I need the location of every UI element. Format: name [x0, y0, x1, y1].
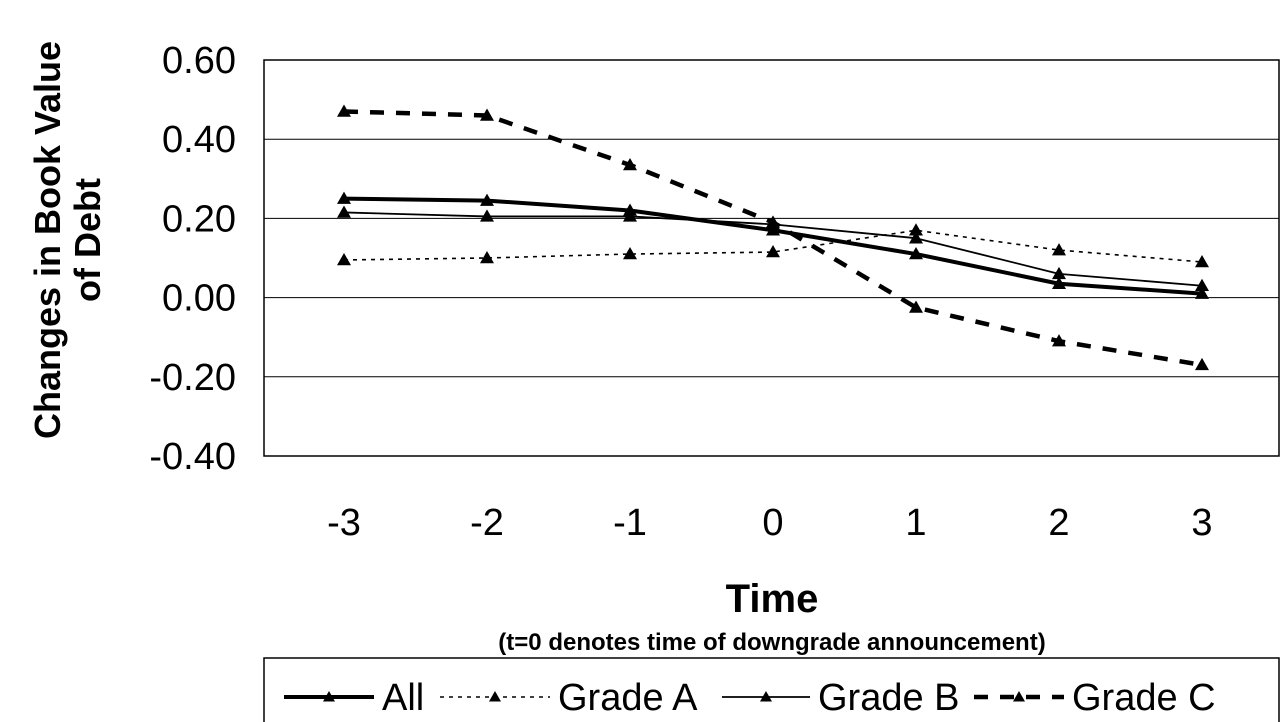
- series-grade-c: [337, 104, 1209, 371]
- data-point-marker: [337, 205, 351, 218]
- legend-marker: [1013, 691, 1025, 702]
- data-point-marker: [1052, 276, 1066, 289]
- data-point-marker: [1052, 266, 1066, 280]
- x-tick-label: 3: [1191, 502, 1212, 544]
- x-tick-label: -3: [327, 502, 361, 544]
- y-tick-label: -0.40: [149, 436, 236, 478]
- data-point-marker: [1195, 357, 1209, 371]
- y-tick-label: 0.60: [162, 40, 236, 82]
- data-point-marker: [1052, 243, 1066, 256]
- legend-entry: Grade C: [974, 677, 1216, 719]
- legend-entry: All: [284, 677, 424, 719]
- x-axis-title: Time: [726, 577, 819, 621]
- legend-marker: [760, 691, 772, 702]
- data-point-marker: [337, 104, 351, 117]
- x-tick-label: 0: [762, 502, 783, 544]
- data-point-marker: [480, 108, 494, 121]
- data-point-marker: [337, 191, 351, 204]
- legend-entry: Grade A: [440, 677, 698, 719]
- legend-label: Grade C: [1072, 677, 1216, 719]
- plot-area-frame: [263, 59, 1280, 457]
- data-point-marker: [909, 300, 923, 313]
- legend-frame: [263, 657, 1280, 722]
- legend: All Grade A Grade B Grade C: [263, 657, 1280, 722]
- y-tick-label: -0.20: [149, 357, 236, 399]
- y-tick-label: 0.00: [162, 278, 236, 320]
- data-point-marker: [766, 245, 780, 258]
- x-tick-label: 2: [1048, 502, 1069, 544]
- y-axis-title-line1: Changes in Book Value: [27, 41, 68, 439]
- y-tick-label: 0.40: [162, 119, 236, 161]
- data-point-marker: [623, 157, 637, 171]
- data-point-marker: [1052, 334, 1066, 347]
- data-point-marker: [909, 231, 923, 244]
- x-tick-label: -2: [470, 502, 504, 544]
- x-tick-labels: -3 -2 -1 0 1 2 3: [327, 502, 1212, 544]
- data-point-marker: [909, 247, 923, 260]
- y-tick-label: 0.20: [162, 198, 236, 240]
- legend-label: All: [382, 677, 424, 719]
- series-line: [343, 109, 1203, 368]
- data-point-marker: [337, 252, 351, 266]
- data-point-marker: [480, 251, 494, 264]
- x-tick-label: 1: [905, 502, 926, 544]
- legend-label: Grade B: [818, 677, 960, 719]
- series-grade-a: [337, 223, 1209, 268]
- data-point-marker: [1195, 278, 1209, 291]
- y-tick-labels: 0.60 0.40 0.20 0.00 -0.20 -0.40: [149, 40, 236, 478]
- data-point-marker: [1195, 254, 1209, 268]
- legend-entry: Grade B: [722, 677, 960, 719]
- data-point-marker: [766, 215, 780, 228]
- data-point-marker: [480, 209, 494, 222]
- data-point-marker: [623, 247, 637, 260]
- data-point-marker: [1195, 286, 1209, 299]
- y-axis-title: Changes in Book Value of Debt: [27, 41, 108, 439]
- x-axis-note: (t=0 denotes time of downgrade announcem…: [498, 629, 1045, 656]
- legend-marker: [489, 691, 501, 702]
- legend-marker: [323, 691, 335, 702]
- y-axis-title-line2: of Debt: [67, 178, 108, 302]
- data-point-marker: [909, 223, 923, 236]
- x-tick-label: -1: [613, 502, 647, 544]
- data-point-marker: [480, 193, 494, 206]
- data-point-marker: [623, 209, 637, 222]
- series-lines: [337, 104, 1209, 371]
- gridlines: [264, 59, 1279, 457]
- legend-label: Grade A: [558, 677, 698, 719]
